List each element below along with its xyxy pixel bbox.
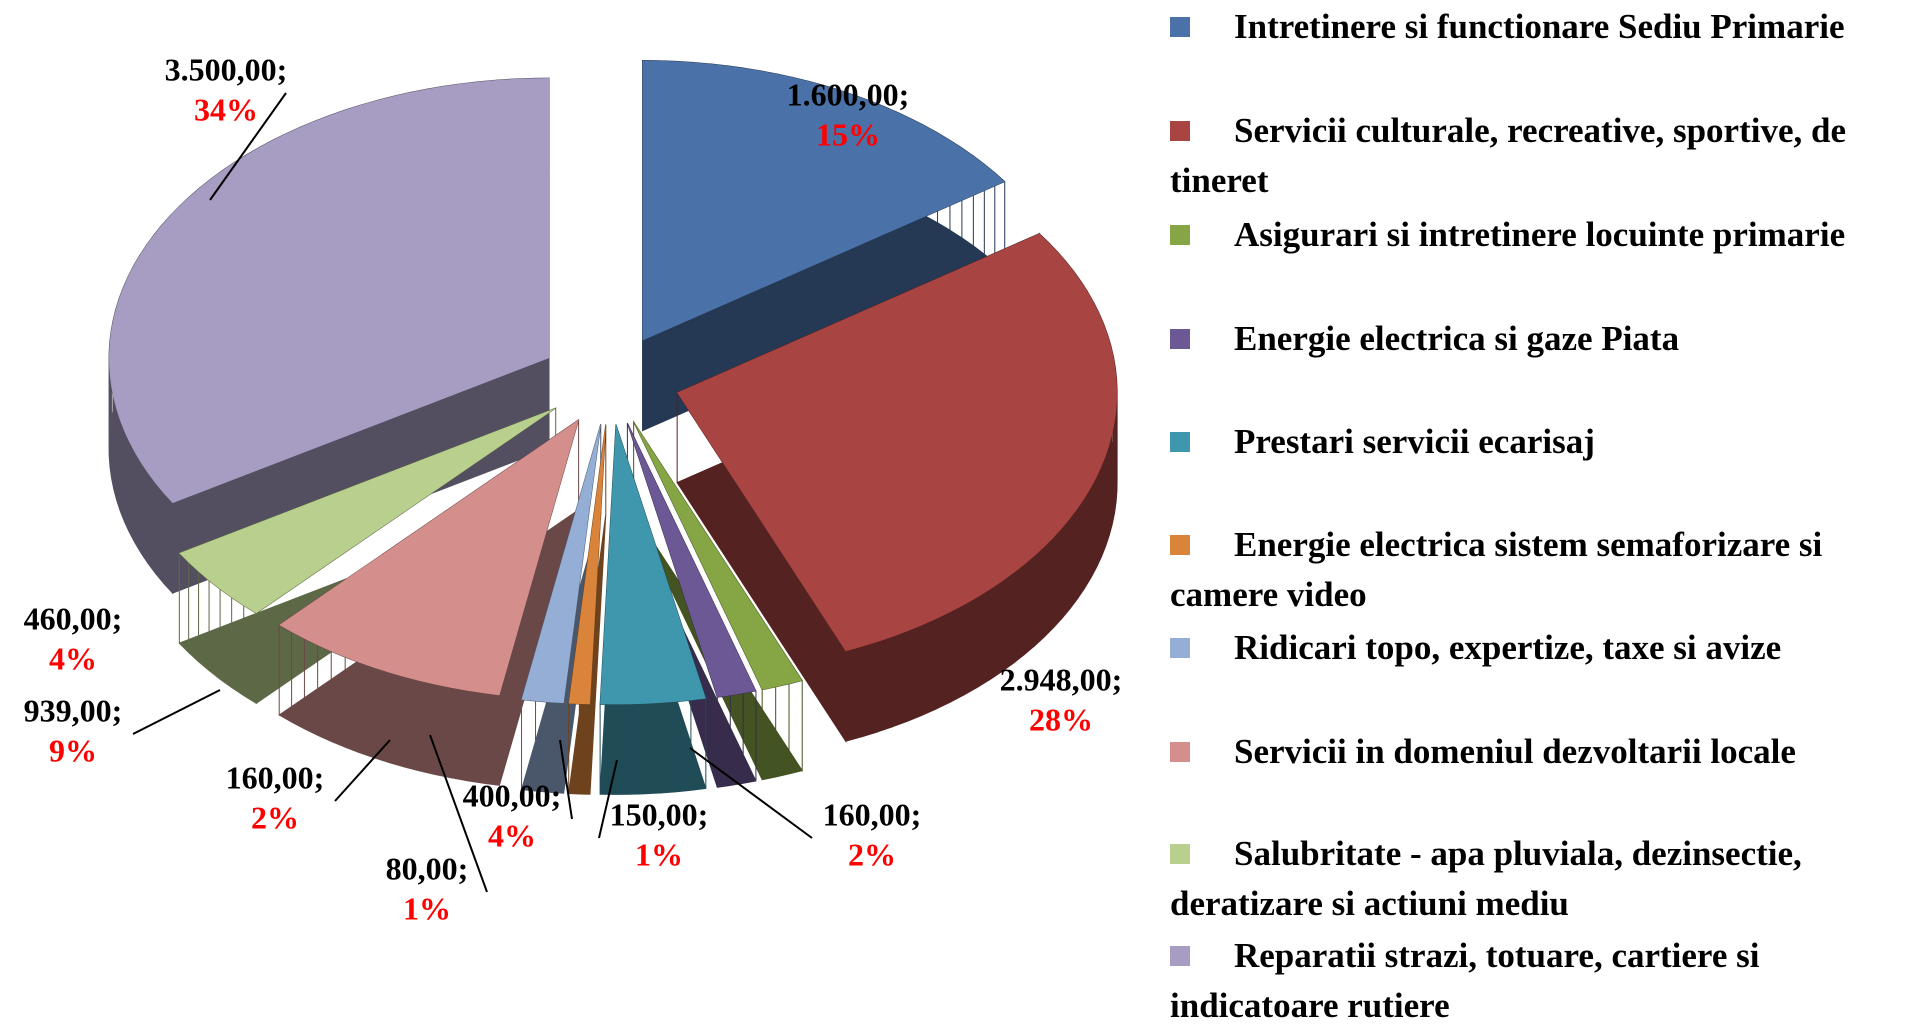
legend-label: Energie electrica si gaze Piata [1234,319,1680,358]
legend-swatch [1170,844,1190,864]
percent-label: 2% [251,799,299,835]
legend-swatch [1170,121,1190,141]
legend-swatch [1170,638,1190,658]
value-label: 2.948,00; [1000,661,1123,697]
leader-line [429,734,488,893]
legend-item: Servicii in domeniul dezvoltarii locale [1170,727,1910,777]
legend-item: Energie electrica si gaze Piata [1170,314,1910,364]
legend-swatch [1170,17,1190,37]
legend-swatch [1170,742,1190,762]
slice-side [633,420,803,781]
value-label: 150,00; [610,796,709,832]
legend-label: Servicii culturale, recreative, sportive… [1170,111,1846,200]
legend-swatch [1170,535,1190,555]
legend-item: Salubritate - apa pluviala, dezinsectie,… [1170,829,1910,929]
value-label: 80,00; [386,850,469,886]
percent-label: 4% [488,817,536,853]
slice [627,423,756,698]
value-label: 939,00; [24,692,123,728]
value-label: 160,00; [823,796,922,832]
leader-line [132,689,221,735]
legend-swatch [1170,329,1190,349]
value-label: 3.500,00; [165,51,288,87]
slice [642,60,1005,341]
percent-label: 1% [403,890,451,926]
value-label: 1.600,00; [787,76,910,112]
leader-line [334,739,391,802]
leader-line [209,92,287,201]
legend-item: Ridicari topo, expertize, taxe si avize [1170,623,1910,673]
legend-item: Asigurari si intretinere locuinte primar… [1170,210,1910,260]
legend-item: Reparatii strazi, totuare, cartiere si i… [1170,931,1910,1031]
slice [279,419,579,696]
leader-line [598,759,618,839]
slice [109,78,550,504]
legend-swatch [1170,946,1190,966]
legend-item: Prestari servicii ecarisaj [1170,417,1910,467]
percent-label: 15% [816,116,880,152]
percent-label: 1% [635,836,683,872]
slice [677,233,1118,652]
percent-label: 4% [49,640,97,676]
legend-label: Intretinere si functionare Sediu Primari… [1234,7,1845,46]
legend-label: Asigurari si intretinere locuinte primar… [1234,215,1846,254]
leader-line [559,739,573,820]
legend-swatch [1170,432,1190,452]
legend-label: Prestari servicii ecarisaj [1234,422,1595,461]
percent-label: 9% [49,732,97,768]
legend-label: Energie electrica sistem semaforizare si… [1170,525,1823,614]
slice [179,408,556,614]
percent-label: 34% [194,91,258,127]
legend-label: Servicii in domeniul dezvoltarii locale [1234,732,1796,771]
legend-swatch [1170,225,1190,245]
leader-line [689,747,813,839]
value-label: 460,00; [24,600,123,636]
legend-item: Servicii culturale, recreative, sportive… [1170,106,1910,206]
legend-label: Reparatii strazi, totuare, cartiere si i… [1170,936,1760,1025]
legend-label: Ridicari topo, expertize, taxe si avize [1234,628,1782,667]
legend-item: Intretinere si functionare Sediu Primari… [1170,2,1910,52]
percent-label: 2% [848,836,896,872]
legend-label: Salubritate - apa pluviala, dezinsectie,… [1170,834,1802,923]
chart: 1.600,00; 15% 2.948,00; 28% 160,00; 2% 150,00;… [24,51,1123,926]
slice [600,424,706,705]
slice [568,424,606,705]
percent-label: 28% [1029,701,1093,737]
slice [633,421,803,690]
slice [521,424,601,704]
value-label: 400,00; [463,777,562,813]
legend-item: Energie electrica sistem semaforizare si… [1170,520,1910,620]
value-label: 160,00; [226,759,325,795]
